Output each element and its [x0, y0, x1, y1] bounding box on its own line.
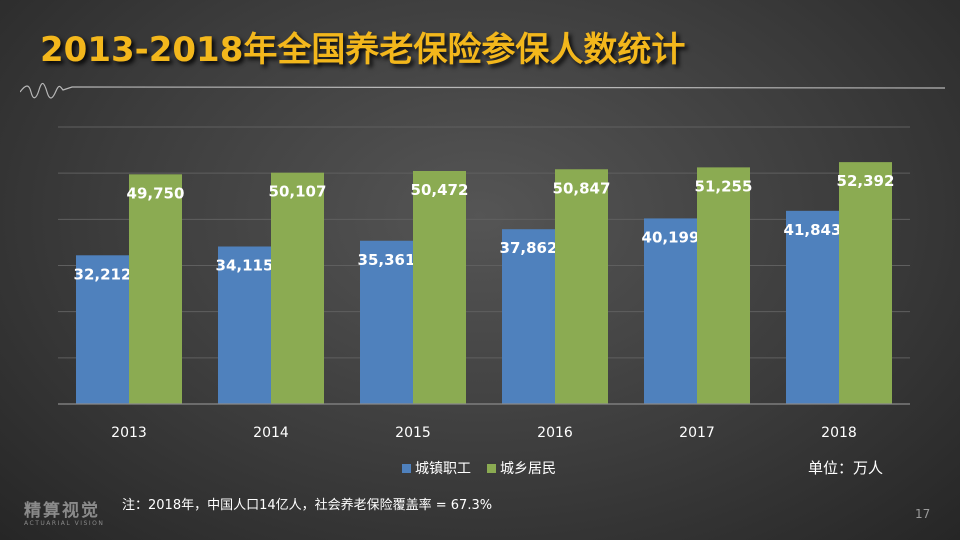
legend-swatch-urban	[402, 463, 411, 473]
bar-urban	[502, 229, 555, 404]
chart-legend: 城镇职工 城乡居民	[402, 458, 572, 478]
page-title: 2013-2018年全国养老保险参保人数统计	[40, 30, 686, 70]
title-divider	[20, 82, 945, 99]
bar-rural	[697, 167, 750, 404]
x-tick-label: 2013	[111, 425, 147, 441]
data-label: 50,472	[411, 181, 469, 199]
data-label: 50,107	[269, 183, 327, 201]
data-label: 35,361	[358, 251, 416, 269]
logo-sub: ACTUARIAL VISION	[24, 520, 105, 527]
legend-label-rural: 城乡居民	[500, 461, 556, 477]
bar-urban	[786, 210, 839, 404]
x-tick-label: 2017	[679, 425, 715, 441]
unit-label: 单位：万人	[808, 459, 884, 477]
logo-main: 精算视觉	[24, 501, 100, 521]
x-tick-label: 2016	[537, 425, 573, 441]
data-label: 32,212	[74, 265, 132, 283]
bar-rural	[413, 170, 466, 404]
legend-item-urban: 城镇职工	[402, 458, 471, 478]
x-tick-label: 2018	[821, 425, 857, 441]
bar-rural	[555, 169, 608, 404]
bar-urban	[360, 240, 413, 404]
data-label: 41,843	[784, 221, 842, 239]
bar-urban	[644, 218, 697, 404]
page-number: 17	[915, 507, 931, 521]
data-label: 40,199	[642, 228, 700, 246]
data-label: 51,255	[695, 177, 753, 195]
bar-rural	[129, 174, 182, 404]
bar-rural	[839, 162, 892, 404]
x-tick-label: 2014	[253, 425, 289, 441]
data-label: 34,115	[216, 257, 274, 275]
data-label: 50,847	[553, 179, 611, 197]
bar-urban	[218, 246, 271, 404]
footnote: 注：2018年，中国人口14亿人，社会养老保险覆盖率 = 67.3%	[122, 498, 493, 513]
legend-item-rural: 城乡居民	[487, 458, 556, 478]
data-label: 37,862	[500, 239, 558, 257]
logo: 精算视觉 ACTUARIAL VISION	[24, 502, 104, 527]
legend-swatch-rural	[487, 463, 496, 473]
x-tick-label: 2015	[395, 425, 431, 441]
bar-urban	[76, 255, 129, 404]
legend-label-urban: 城镇职工	[415, 461, 471, 477]
data-label: 52,392	[837, 172, 895, 190]
bar-rural	[271, 172, 324, 404]
data-label: 49,750	[127, 184, 185, 202]
